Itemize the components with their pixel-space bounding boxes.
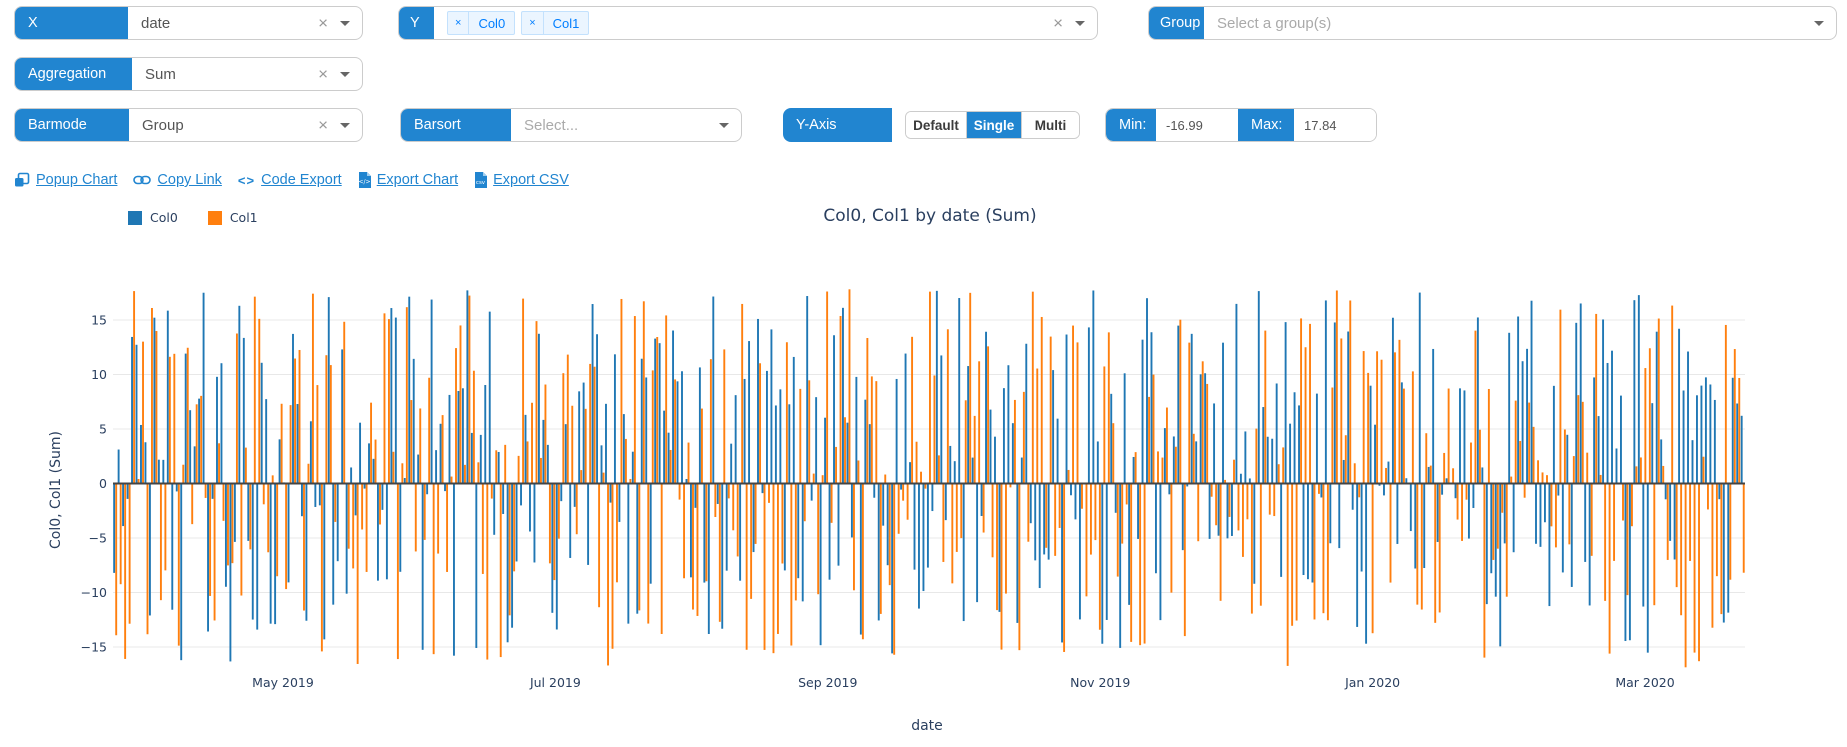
barsort-select-placeholder: Select... <box>524 116 579 134</box>
svg-text:Sep 2019: Sep 2019 <box>798 675 857 690</box>
clear-icon[interactable]: × <box>1053 13 1063 33</box>
y-axis-mode-multi[interactable]: Multi <box>1021 112 1079 138</box>
y-axis-min-input[interactable] <box>1156 109 1238 141</box>
svg-text:Jul 2019: Jul 2019 <box>529 675 581 690</box>
y-select-label: Y <box>399 7 434 39</box>
svg-text:−15: −15 <box>81 640 107 655</box>
legend-label: Col1 <box>229 210 258 225</box>
svg-text:−5: −5 <box>89 531 107 546</box>
group-select-placeholder: Select a group(s) <box>1217 14 1332 32</box>
legend-swatch-col1 <box>207 210 222 225</box>
export-csv-link[interactable]: csv Export CSV <box>475 172 569 188</box>
y-axis-mode-default[interactable]: Default <box>906 112 966 138</box>
chart-legend: Col0 Col1 <box>128 210 258 225</box>
chart-actions: Popup Chart Copy Link <> Code Export </>… <box>14 172 569 188</box>
group-select[interactable]: Group Select a group(s) <box>1148 6 1837 40</box>
barsort-select[interactable]: Barsort Select... <box>400 108 742 142</box>
svg-text:5: 5 <box>99 422 107 437</box>
clear-icon[interactable]: × <box>318 13 328 33</box>
x-select-value: date <box>141 14 171 32</box>
clear-icon[interactable]: × <box>318 64 328 84</box>
svg-text:May 2019: May 2019 <box>252 675 314 690</box>
y-axis-max-label: Max: <box>1238 109 1294 141</box>
svg-text:Mar 2020: Mar 2020 <box>1615 675 1674 690</box>
y-axis-section-label: Y-Axis <box>783 108 892 142</box>
svg-text:10: 10 <box>91 367 107 382</box>
code-icon: <> <box>237 172 256 188</box>
barmode-select-label: Barmode <box>15 109 129 141</box>
clear-icon[interactable]: × <box>318 115 328 135</box>
chevron-down-icon[interactable] <box>340 72 350 77</box>
x-axis-title: date <box>911 718 943 734</box>
remove-chip-icon[interactable]: × <box>448 12 470 34</box>
svg-text:</>: </> <box>358 179 370 186</box>
barmode-select-value: Group <box>142 116 184 134</box>
barsort-select-label: Barsort <box>401 109 511 141</box>
y-chip-label: Col1 <box>552 15 580 31</box>
file-csv-icon: csv <box>475 172 488 188</box>
y-axis-max-input[interactable] <box>1294 109 1376 141</box>
y-axis-mode-group: Default Single Multi <box>905 111 1080 139</box>
y-axis-min-label: Min: <box>1106 109 1156 141</box>
svg-text:Jan 2020: Jan 2020 <box>1344 675 1400 690</box>
bar-chart-plot[interactable]: 15 10 5 0 −5 −10 −15 May 2019 Jul 2019 Sep 2019 No… <box>0 230 1847 747</box>
chevron-down-icon[interactable] <box>1814 21 1824 26</box>
legend-item-col0[interactable]: Col0 <box>128 210 178 225</box>
aggregation-select-label: Aggregation <box>15 58 132 90</box>
export-chart-link[interactable]: </> Export Chart <box>358 172 459 188</box>
y-axis-range-group: Min: Max: <box>1105 108 1377 142</box>
svg-text:0: 0 <box>99 476 107 491</box>
x-select-label: X <box>15 7 128 39</box>
copy-link-link[interactable]: Copy Link <box>133 172 222 188</box>
legend-swatch-col0 <box>128 210 142 225</box>
y-chip-col1: × Col1 <box>521 11 590 35</box>
svg-text:Nov 2019: Nov 2019 <box>1070 675 1130 690</box>
popup-icon <box>15 172 30 187</box>
chevron-down-icon[interactable] <box>340 21 350 26</box>
chart-title: Col0, Col1 by date (Sum) <box>823 206 1037 226</box>
legend-label: Col0 <box>150 210 178 225</box>
chevron-down-icon[interactable] <box>719 123 729 128</box>
y-chip-label: Col0 <box>478 15 506 31</box>
link-icon <box>133 175 152 185</box>
remove-chip-icon[interactable]: × <box>522 12 544 34</box>
chevron-down-icon[interactable] <box>340 123 350 128</box>
svg-text:csv: csv <box>476 180 486 186</box>
legend-item-col1[interactable]: Col1 <box>207 210 258 225</box>
file-code-icon: </> <box>358 172 371 188</box>
x-select[interactable]: X date × <box>14 6 363 40</box>
aggregation-select[interactable]: Aggregation Sum × <box>14 57 363 91</box>
aggregation-select-value: Sum <box>145 65 176 83</box>
chevron-down-icon[interactable] <box>1075 21 1085 26</box>
barmode-select[interactable]: Barmode Group × <box>14 108 363 142</box>
y-select[interactable]: Y × Col0 × Col1 × <box>398 6 1098 40</box>
group-select-label: Group <box>1149 7 1204 39</box>
y-axis-mode-single[interactable]: Single <box>966 112 1021 138</box>
svg-text:15: 15 <box>91 313 107 328</box>
y-chip-col0: × Col0 <box>447 11 516 35</box>
svg-text:−10: −10 <box>81 585 107 600</box>
popup-chart-link[interactable]: Popup Chart <box>14 172 117 188</box>
code-export-link[interactable]: <> Code Export <box>237 172 342 188</box>
